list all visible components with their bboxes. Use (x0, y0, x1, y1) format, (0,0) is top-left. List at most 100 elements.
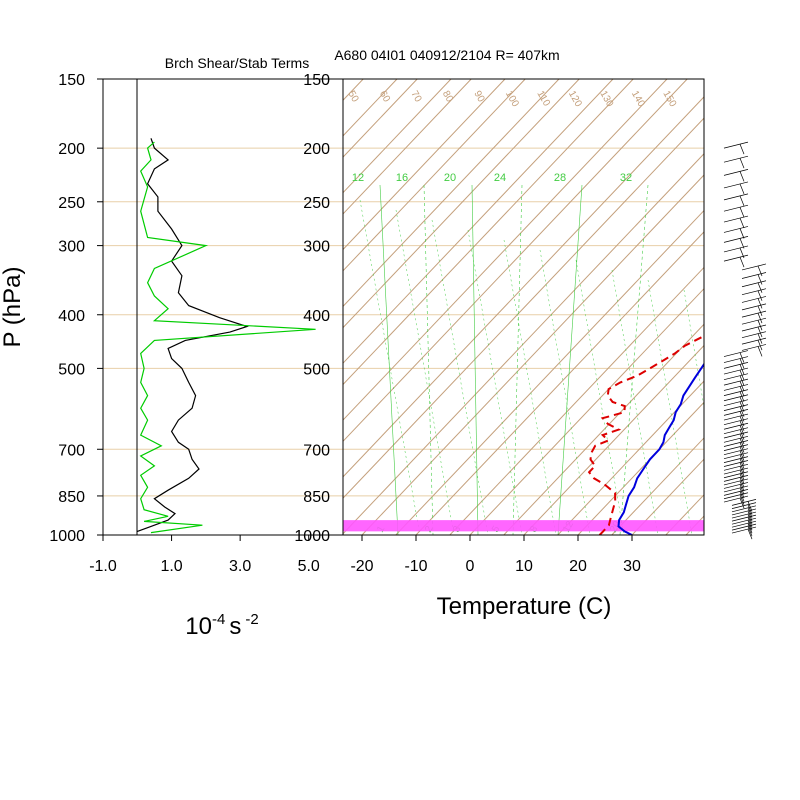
wind-barb (723, 362, 749, 369)
wind-barb (741, 337, 767, 345)
left-pressure-ticks: 150 200 250 300 400 500 700 850 1000 (49, 72, 103, 545)
theta-label: 50 (345, 89, 360, 105)
wind-barb (723, 193, 749, 201)
temperature-axis-label: Temperature (C) (437, 593, 612, 620)
wind-barb (723, 367, 749, 375)
isotherm-line (631, 458, 704, 535)
skewt-background: 50 60 70 80 90 100 110 120 130 140 150 12 16 20 24 28 32… (0, 79, 800, 535)
wind-barb-feather (757, 326, 763, 338)
dry-adiabat-line (343, 79, 452, 194)
wind-barb (741, 324, 767, 332)
wind-barb (723, 204, 749, 212)
skewt-pressure-tick-label: 1000 (294, 528, 330, 545)
wind-barb-feather (757, 340, 763, 351)
dry-adiabat-line (449, 266, 704, 535)
wind-barb (723, 409, 749, 416)
left-x-tick-label: -1.0 (89, 558, 117, 575)
wind-barb-feather (739, 217, 745, 229)
mixing-ratio-line (611, 269, 659, 535)
dry-adiabat-line (720, 79, 800, 535)
temperature-profile-line (617, 362, 704, 535)
dewpoint-profile-line (587, 334, 704, 535)
mixing-ratio-line (512, 184, 523, 535)
wind-barb (723, 245, 749, 253)
mixing-ratio-line (471, 184, 479, 535)
wind-barb (731, 499, 757, 506)
left-x-ticks: -1.0 1.0 3.0 5.0 (89, 535, 320, 575)
wind-barb (723, 418, 749, 426)
isotherm-line (577, 401, 704, 535)
isotherm-line (523, 344, 704, 535)
wind-barb (723, 389, 749, 396)
wind-barb (723, 456, 749, 463)
dry-adiabat-line (343, 79, 668, 421)
dry-adiabat-line (503, 323, 704, 535)
wind-barb (741, 317, 767, 325)
wind-barb (723, 471, 749, 479)
wind-barb-feather (739, 433, 745, 445)
wind-barb-feather (757, 290, 763, 301)
isotherm-line (0, 79, 201, 535)
wind-barb (723, 141, 749, 149)
wind-barb-feather (739, 438, 745, 449)
theta-label: 80 (440, 89, 455, 105)
isotherm-line (469, 287, 704, 535)
temperature-tick-label: -20 (350, 558, 373, 575)
wind-barb (723, 492, 749, 500)
wind-barb-feather (739, 144, 745, 155)
wind-barb (741, 303, 767, 311)
wind-barb (731, 502, 757, 509)
temperature-tick-label: 10 (515, 558, 533, 575)
wind-barb-feather (739, 256, 745, 268)
wind-barb-feather (757, 298, 763, 309)
wind-barb (741, 331, 767, 339)
wind-barb (723, 478, 749, 486)
skewt-pressure-tick-label: 250 (303, 195, 330, 212)
wind-barb (723, 467, 749, 475)
wind-barb (731, 514, 757, 522)
left-pressure-tick-label: 500 (58, 361, 85, 378)
wind-barb-feather (739, 158, 745, 169)
skewt-pressure-tick-label: 500 (303, 361, 330, 378)
mixing-ratio-line (557, 184, 583, 535)
dry-adiabat-line (343, 79, 506, 251)
isotherm-line (343, 79, 418, 158)
temperature-tick-label: -10 (404, 558, 427, 575)
wind-barb-feather (757, 274, 763, 285)
temperature-tick-label: 20 (569, 558, 587, 575)
left-x-tick-label: 3.0 (229, 558, 251, 575)
skewt-pressure-ticks: 150 200 250 300 400 500 700 850 1000 (294, 72, 330, 545)
wind-barb-feather (747, 501, 753, 512)
wind-barbs (723, 141, 767, 540)
wind-barb (723, 226, 749, 233)
mixing-ratio-line (423, 184, 434, 535)
mixing-ratio-line (395, 209, 455, 535)
wind-barb (723, 356, 749, 363)
mixing-ratio-label: 24 (494, 172, 506, 184)
left-x-tick-label: 5.0 (298, 558, 320, 575)
wind-barb-feather (757, 282, 763, 293)
theta-label: 90 (471, 89, 486, 105)
wind-barb (731, 505, 757, 513)
mixing-ratio-line (647, 279, 693, 535)
skewt-temperature-ticks: -20 -10 0 10 20 30 (350, 535, 641, 575)
wind-barb-feather (739, 454, 745, 465)
skewt-panel-frame (342, 78, 705, 536)
wind-barb-feather (739, 207, 745, 218)
wind-barb (741, 296, 767, 303)
dry-adiabat-line (343, 96, 704, 478)
wind-barb (723, 427, 749, 435)
mixing-ratio-label: 12 (352, 172, 364, 184)
wind-barb-feather (739, 458, 745, 469)
theta-label: 60 (377, 89, 392, 105)
wind-barb-feather (739, 429, 745, 440)
left-panel-title: Brch Shear/Stab Terms (165, 55, 309, 71)
wind-barb-feather (757, 320, 763, 331)
wind-barb-feather (739, 469, 745, 481)
wind-barb-feather (739, 477, 745, 488)
wind-barb (723, 413, 749, 421)
wind-barb (723, 440, 749, 447)
wind-barb (723, 373, 749, 381)
wind-barb (723, 384, 749, 391)
